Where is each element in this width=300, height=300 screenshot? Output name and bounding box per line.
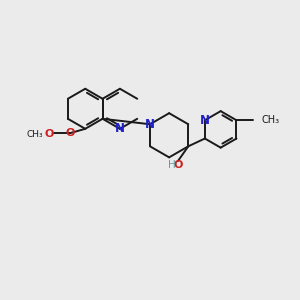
Text: H: H (168, 160, 176, 170)
Text: OCH₃: OCH₃ (50, 133, 54, 134)
Text: O: O (173, 160, 183, 170)
Text: O: O (65, 128, 75, 138)
Text: CH₃: CH₃ (26, 130, 43, 139)
Text: N: N (115, 122, 125, 135)
Text: N: N (200, 114, 210, 127)
Text: N: N (145, 118, 155, 131)
Text: O: O (45, 129, 54, 139)
Text: CH₃: CH₃ (262, 115, 280, 125)
